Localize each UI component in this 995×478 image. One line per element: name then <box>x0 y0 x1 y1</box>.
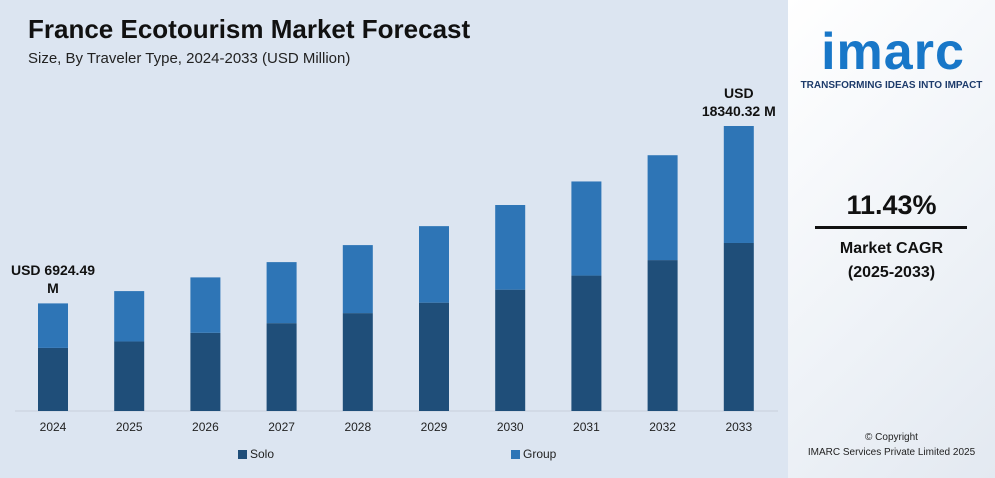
bar-segment <box>419 302 449 411</box>
bar-segment <box>114 291 145 342</box>
brand-logo: imarc <box>821 23 965 81</box>
company: IMARC Services Private Limited 2025 <box>807 447 976 458</box>
bar-segment <box>571 275 602 411</box>
total-label: USD 6924.49 M <box>10 262 96 297</box>
x-tick-label: 2032 <box>649 420 676 434</box>
bar-segment <box>647 260 678 411</box>
legend-swatch <box>238 450 247 459</box>
divider <box>815 226 967 229</box>
bar-segment <box>266 323 297 411</box>
bar-segment <box>495 205 526 290</box>
bar-segment <box>571 181 602 276</box>
bar-segment <box>723 242 754 411</box>
x-tick-label: 2028 <box>344 420 371 434</box>
x-tick-label: 2025 <box>116 420 143 434</box>
bar-segment <box>38 347 68 411</box>
copyright: © Copyright <box>865 432 918 443</box>
bar-segment <box>342 245 373 314</box>
bar-segment <box>647 155 678 261</box>
bar-segment <box>723 126 754 243</box>
x-tick-label: 2030 <box>497 420 524 434</box>
x-tick-label: 2024 <box>40 420 67 434</box>
bar-segment <box>190 332 221 411</box>
x-tick-label: 2026 <box>192 420 219 434</box>
cagr-value: 11.43% <box>846 190 937 220</box>
bar-segment <box>419 226 449 303</box>
bar-segment <box>114 341 145 411</box>
tagline: TRANSFORMING IDEAS INTO IMPACT <box>800 80 983 91</box>
x-tick-label: 2027 <box>268 420 295 434</box>
chart: 2024 2025 2026 2027 2028 2029 2030 2031 2032 2033… <box>15 126 778 461</box>
bar-segment <box>190 277 221 333</box>
bar-segment <box>495 289 526 411</box>
cagr-period: (2025-2033) <box>847 264 936 281</box>
bar-segment <box>38 303 68 348</box>
bar-segment <box>266 262 297 324</box>
chart-title: France Ecotourism Market Forecast <box>28 14 471 44</box>
sidebar: imarc TRANSFORMING IDEAS INTO IMPACT 11.… <box>788 0 995 478</box>
chart-panel: France Ecotourism Market Forecast Size, … <box>0 0 788 478</box>
x-tick-label: 2031 <box>573 420 600 434</box>
x-tick-label: 2033 <box>725 420 752 434</box>
bar-segment <box>342 313 373 411</box>
x-tick-label: 2029 <box>421 420 448 434</box>
legend-label: Solo <box>250 447 274 461</box>
cagr-label: Market CAGR <box>839 240 944 257</box>
legend-swatch <box>511 450 520 459</box>
chart-subtitle: Size, By Traveler Type, 2024-2033 (USD M… <box>28 50 351 67</box>
legend-label: Group <box>523 447 557 461</box>
total-label: USD 18340.32 M <box>701 85 776 119</box>
